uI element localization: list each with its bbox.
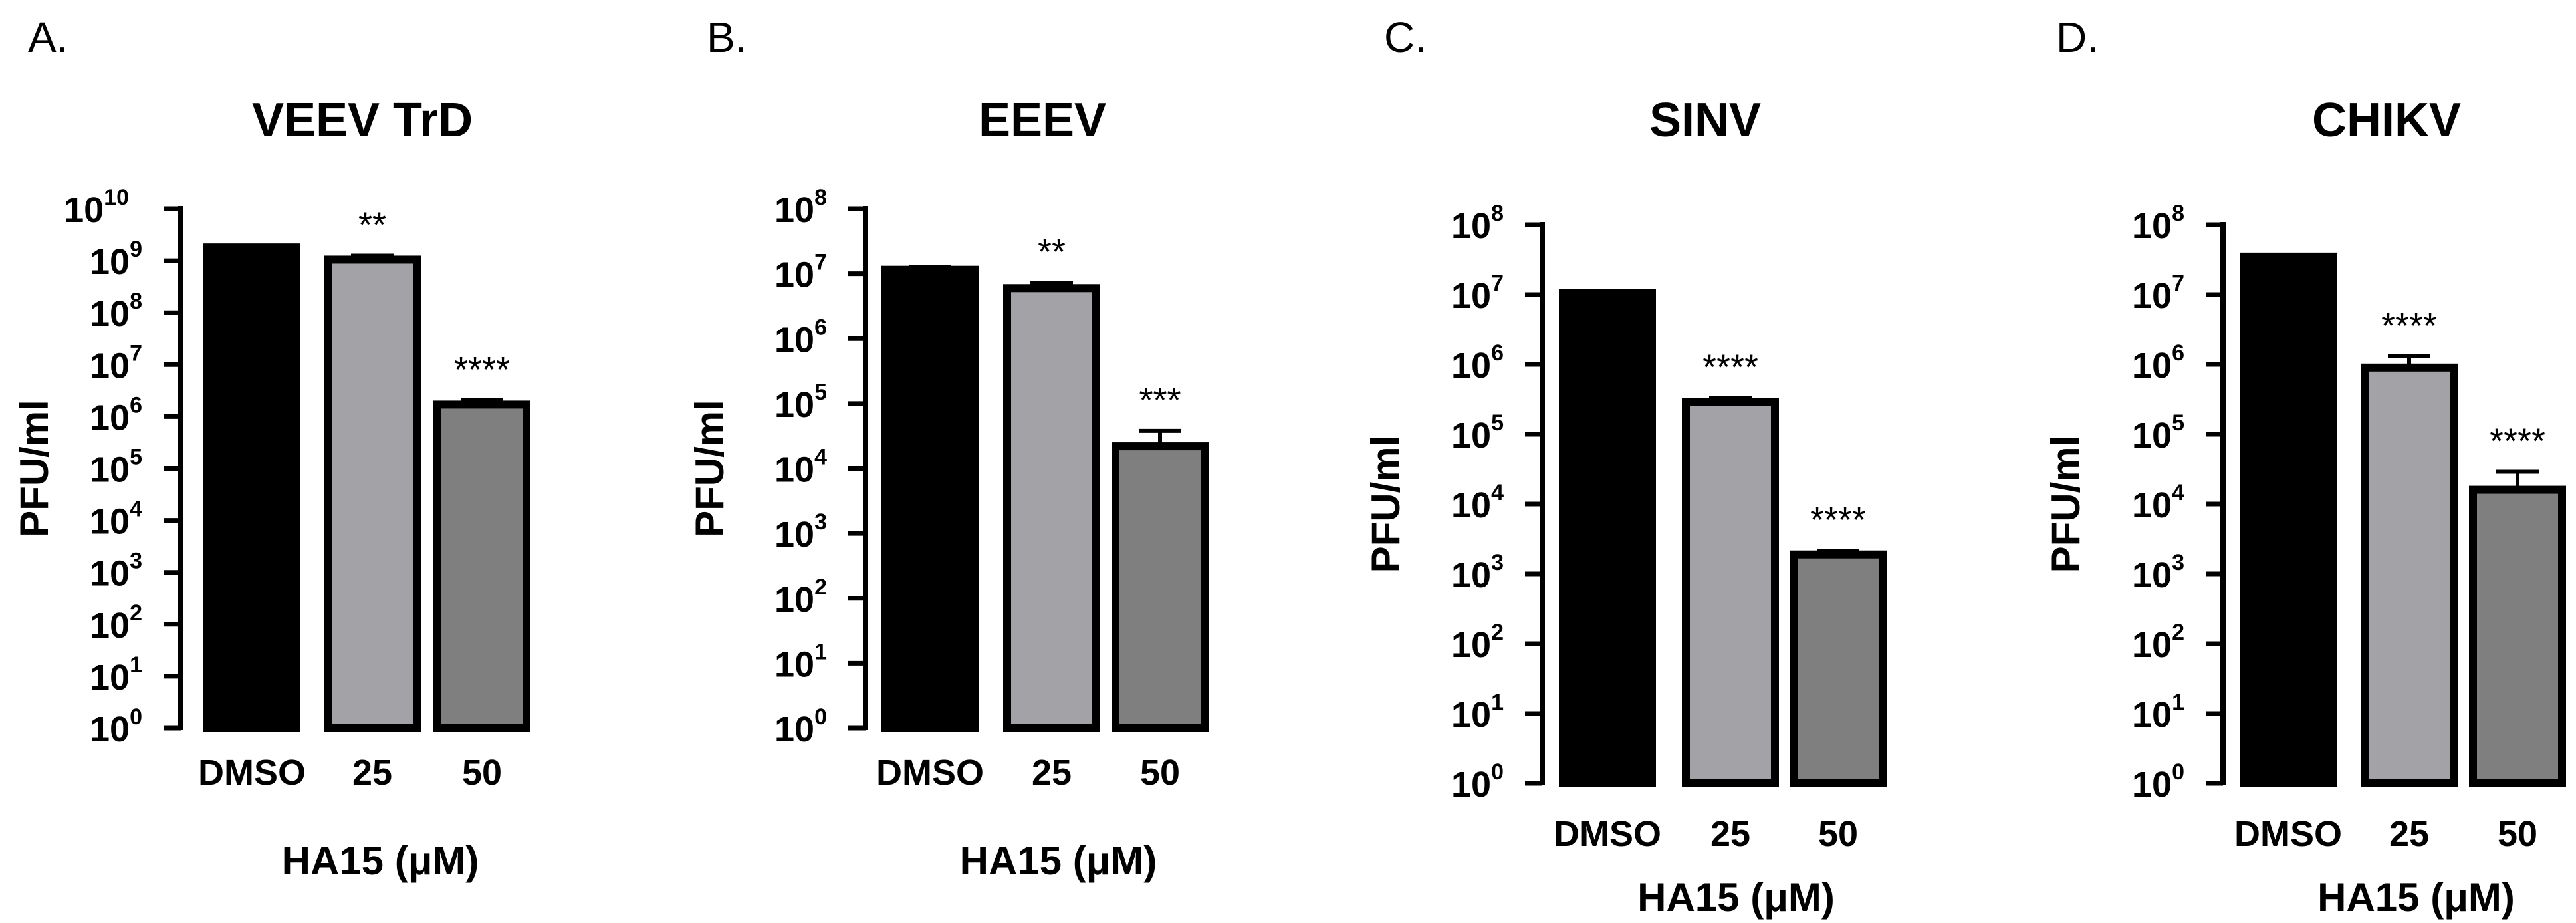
bar-25	[1003, 284, 1100, 733]
y-tick-label: 108	[90, 289, 142, 334]
x-axis-label: HA15 (μM)	[2317, 875, 2515, 920]
x-category-label: 50	[462, 753, 502, 793]
y-tick-label: 104	[2132, 480, 2184, 525]
y-tick-label: 102	[2132, 620, 2184, 665]
x-category-label: DMSO	[2234, 814, 2342, 854]
bar-25	[1682, 398, 1779, 787]
y-tick-label: 100	[1451, 759, 1504, 805]
bar-25	[324, 255, 421, 732]
y-tick-label: 100	[774, 704, 827, 749]
y-tick-label: 106	[774, 315, 827, 360]
x-category-label: 50	[1140, 753, 1180, 793]
chart-panel-4: D. CHIKV 100 101 102 103 104 105 106 107 108 PFU/ml…	[2044, 13, 2566, 920]
bar-dmso	[2240, 252, 2337, 787]
y-tick-label: 107	[1451, 271, 1504, 316]
y-tick-label: 105	[2132, 410, 2184, 456]
x-category-label: DMSO	[1554, 814, 1661, 854]
bar-50	[1790, 550, 1887, 788]
bar-25	[2361, 363, 2458, 787]
x-category-label: 25	[352, 753, 392, 793]
significance-label: ****	[454, 350, 510, 390]
y-tick-label: 108	[774, 185, 827, 230]
y-axis-label: PFU/ml	[687, 400, 732, 537]
y-tick-label: 103	[2132, 550, 2184, 595]
significance-label: ***	[1139, 380, 1181, 420]
bar-dmso	[203, 243, 300, 732]
x-axis-label: HA15 (μM)	[1637, 875, 1835, 920]
y-tick-label: 100	[90, 704, 142, 749]
chart-panel-1: A. VEEV TrD 100 101 102 103 104 105 106 107 108 109…	[12, 13, 530, 883]
y-axis-label: PFU/ml	[12, 400, 57, 537]
chart-title: CHIKV	[2312, 94, 2461, 147]
y-tick-label: 102	[90, 600, 142, 646]
y-tick-label: 106	[1451, 340, 1504, 386]
significance-label: ****	[2381, 306, 2437, 346]
y-tick-label: 104	[90, 497, 142, 542]
y-tick-label: 105	[774, 380, 827, 425]
y-tick-label: 105	[90, 445, 142, 490]
y-tick-label: 109	[90, 237, 142, 282]
x-axis-label: HA15 (μM)	[282, 839, 479, 883]
y-tick-label: 107	[90, 340, 142, 386]
x-category-label: 25	[2389, 814, 2429, 854]
bar-dmso	[881, 265, 979, 732]
panel-letter: B.	[707, 13, 747, 61]
bar-50	[1112, 442, 1209, 732]
panel-letter: C.	[1384, 13, 1427, 61]
y-tick-label: 108	[1451, 201, 1504, 246]
y-tick-label: 101	[2132, 690, 2184, 735]
y-tick-label: 107	[774, 250, 827, 295]
y-axis-label: PFU/ml	[2044, 436, 2088, 573]
x-axis-label: HA15 (μM)	[960, 839, 1157, 883]
y-tick-label: 102	[774, 575, 827, 620]
panel-letter: A.	[28, 13, 68, 61]
bar-dmso	[1559, 289, 1656, 787]
x-category-label: 50	[2498, 814, 2537, 854]
y-tick-label: 108	[2132, 201, 2184, 246]
x-category-label: DMSO	[198, 753, 306, 793]
y-tick-label: 103	[1451, 550, 1504, 595]
y-tick-label: 101	[90, 652, 142, 698]
chart-title: VEEV TrD	[252, 94, 473, 147]
y-tick-label: 104	[1451, 480, 1504, 525]
significance-label: **	[1038, 232, 1066, 272]
bar-50	[433, 400, 530, 732]
bar-50	[2469, 485, 2566, 787]
x-category-label: 25	[1032, 753, 1072, 793]
y-axis-label: PFU/ml	[1363, 436, 1408, 573]
y-tick-label: 103	[774, 509, 827, 555]
x-category-label: 50	[1818, 814, 1858, 854]
y-tick-label: 1010	[64, 185, 129, 230]
y-tick-label: 100	[2132, 759, 2184, 805]
y-tick-label: 103	[90, 549, 142, 594]
significance-label: ****	[1810, 500, 1866, 540]
x-category-label: 25	[1710, 814, 1750, 854]
significance-label: **	[358, 205, 386, 245]
chart-panel-2: B. EEEV 100 101 102 103 104 105 106 107 108 PFU/ml D…	[687, 13, 1209, 883]
x-category-label: DMSO	[876, 753, 984, 793]
y-tick-label: 102	[1451, 620, 1504, 665]
chart-title: SINV	[1649, 94, 1761, 147]
chart-title: EEEV	[979, 94, 1106, 147]
significance-label: ****	[1702, 348, 1758, 388]
y-tick-label: 101	[774, 639, 827, 684]
significance-label: ****	[2490, 421, 2545, 461]
y-tick-label: 107	[2132, 271, 2184, 316]
y-tick-label: 101	[1451, 690, 1504, 735]
y-tick-label: 106	[90, 392, 142, 438]
y-tick-label: 104	[774, 445, 827, 490]
y-tick-label: 106	[2132, 340, 2184, 386]
panel-letter: D.	[2056, 13, 2099, 61]
chart-panel-3: C. SINV 100 101 102 103 104 105 106 107 108 PFU/ml D…	[1363, 13, 1887, 920]
y-tick-label: 105	[1451, 410, 1504, 456]
